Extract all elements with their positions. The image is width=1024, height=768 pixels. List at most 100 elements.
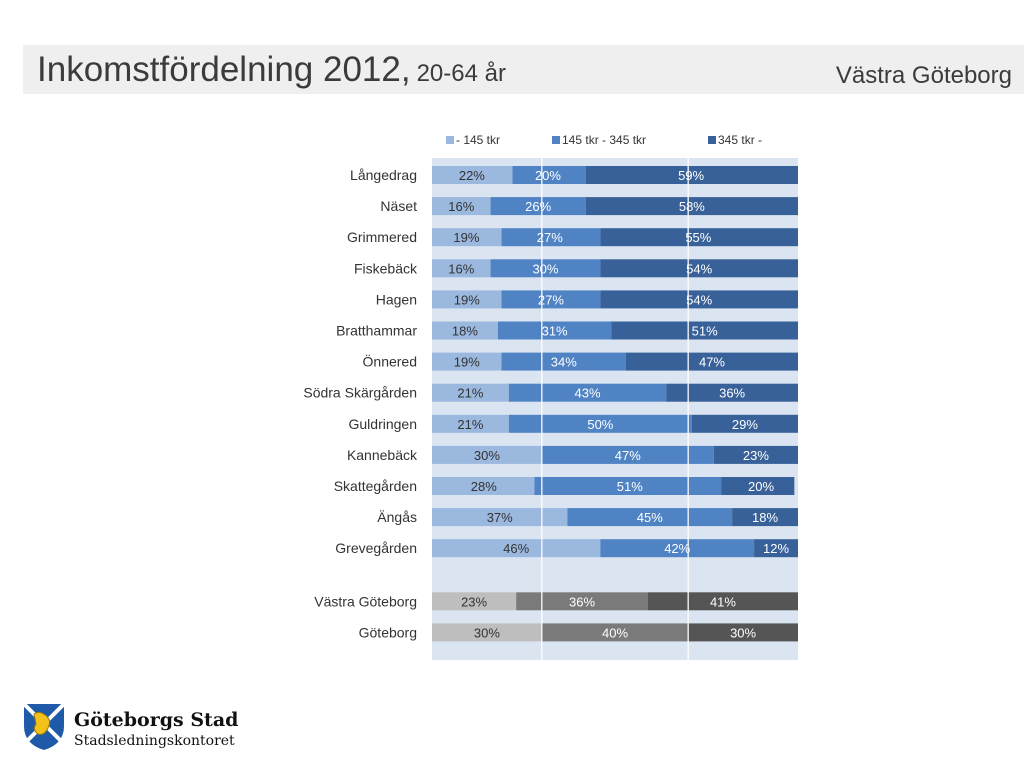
data-label: 58% (679, 199, 705, 214)
category-label: Önnered (363, 353, 417, 370)
bar-segment (647, 592, 798, 611)
data-label: 21% (457, 386, 483, 401)
bar-segment (432, 623, 542, 642)
category-label: Västra Göteborg (314, 593, 417, 609)
bar-segment (490, 259, 601, 278)
data-label: 30% (474, 448, 500, 463)
bar-segment (501, 290, 601, 309)
bar-segment (432, 539, 601, 558)
bar-segment (691, 414, 798, 433)
bar-segment (432, 228, 502, 247)
legend-swatch (446, 136, 454, 144)
bar-segment (600, 259, 798, 278)
category-label: Långedrag (350, 167, 417, 183)
category-label: Bratthammar (336, 323, 417, 339)
bar-segment (713, 445, 798, 464)
data-label: 50% (587, 417, 613, 432)
data-label: 40% (602, 625, 628, 640)
bar-segment (432, 477, 535, 495)
data-label: 43% (575, 386, 601, 401)
bar-segment (512, 166, 586, 184)
region-name: Västra Göteborg (835, 62, 1012, 89)
data-label: 30% (532, 261, 558, 276)
goteborgs-stad-logo: Göteborgs Stad Stadsledningskontoret (20, 700, 250, 752)
bar-segment (508, 414, 692, 433)
data-label: 45% (637, 510, 663, 525)
data-label: 27% (538, 292, 564, 307)
bar-segment (432, 383, 509, 402)
bar-segment (432, 445, 542, 464)
bar-segment (432, 166, 513, 184)
bar-segment (501, 352, 626, 371)
crest-icon (22, 702, 66, 750)
bar-segment (666, 383, 798, 402)
bar-segment (585, 197, 798, 216)
data-label: 20% (535, 168, 561, 183)
data-label: 12% (763, 541, 789, 556)
data-label: 37% (487, 510, 513, 525)
data-label: 54% (686, 261, 712, 276)
bar-segment (508, 383, 667, 402)
data-label: 27% (537, 230, 563, 245)
data-label: 19% (454, 292, 480, 307)
logo-department: Stadsledningskontoret (74, 733, 235, 749)
bar-segment (534, 477, 722, 495)
data-label: 41% (710, 594, 736, 609)
category-label: Guldringen (349, 416, 418, 432)
data-label: 28% (471, 479, 497, 494)
category-label: Göteborg (359, 624, 417, 640)
category-label: Fiskebäck (354, 260, 418, 276)
legend-label: 345 tkr - (718, 133, 762, 147)
data-label: 30% (474, 625, 500, 640)
legend-swatch (708, 136, 716, 144)
data-label: 51% (692, 324, 718, 339)
data-label: 54% (686, 292, 712, 307)
bar-segment (611, 321, 798, 340)
data-label: 23% (743, 448, 769, 463)
data-label: 36% (569, 594, 595, 609)
bar-segment (688, 623, 798, 642)
bar-segment (432, 290, 502, 309)
bar-segment (600, 228, 798, 247)
bar-segment (432, 259, 491, 278)
bar-segment (490, 197, 586, 216)
data-label: 36% (719, 386, 745, 401)
data-label: 16% (448, 261, 474, 276)
data-label: 30% (730, 625, 756, 640)
bar-segment (585, 166, 798, 184)
category-label: Kannebäck (347, 447, 418, 463)
bar-segment (600, 539, 755, 558)
legend-label: - 145 tkr (456, 133, 500, 147)
data-label: 16% (448, 199, 474, 214)
bar-segment (516, 592, 648, 611)
bar-segment (541, 445, 714, 464)
category-label: Ängås (377, 509, 417, 525)
data-label: 29% (732, 417, 758, 432)
data-label: 22% (459, 168, 485, 183)
category-label: Södra Skärgården (303, 385, 417, 401)
data-label: 18% (752, 510, 778, 525)
title-band (0, 45, 1024, 94)
bar-segment (600, 290, 798, 309)
data-label: 34% (551, 355, 577, 370)
category-label: Näset (380, 198, 417, 214)
legend-label: 145 tkr - 345 tkr (562, 133, 646, 147)
bar-segment (432, 508, 568, 527)
category-label: Grimmered (347, 229, 417, 245)
title-band-left-gap (0, 45, 23, 94)
bar-segment (432, 352, 502, 371)
category-label: Skattegården (334, 478, 417, 494)
page-title-main: Inkomstfördelning 2012, (37, 50, 411, 89)
bar-segment (501, 228, 601, 247)
bar-segment (432, 321, 498, 340)
bar-segment (432, 197, 491, 216)
logo-name: Göteborgs Stad (74, 709, 239, 731)
data-label: 42% (664, 541, 690, 556)
data-label: 20% (748, 479, 774, 494)
data-label: 51% (617, 479, 643, 494)
data-label: 26% (525, 199, 551, 214)
bar-segment (432, 414, 509, 433)
data-label: 55% (685, 230, 711, 245)
income-distribution-chart: - 145 tkr 145 tkr - 345 tkr 345 tkr - 22% 20… (303, 133, 798, 660)
bar-segment (497, 321, 612, 340)
